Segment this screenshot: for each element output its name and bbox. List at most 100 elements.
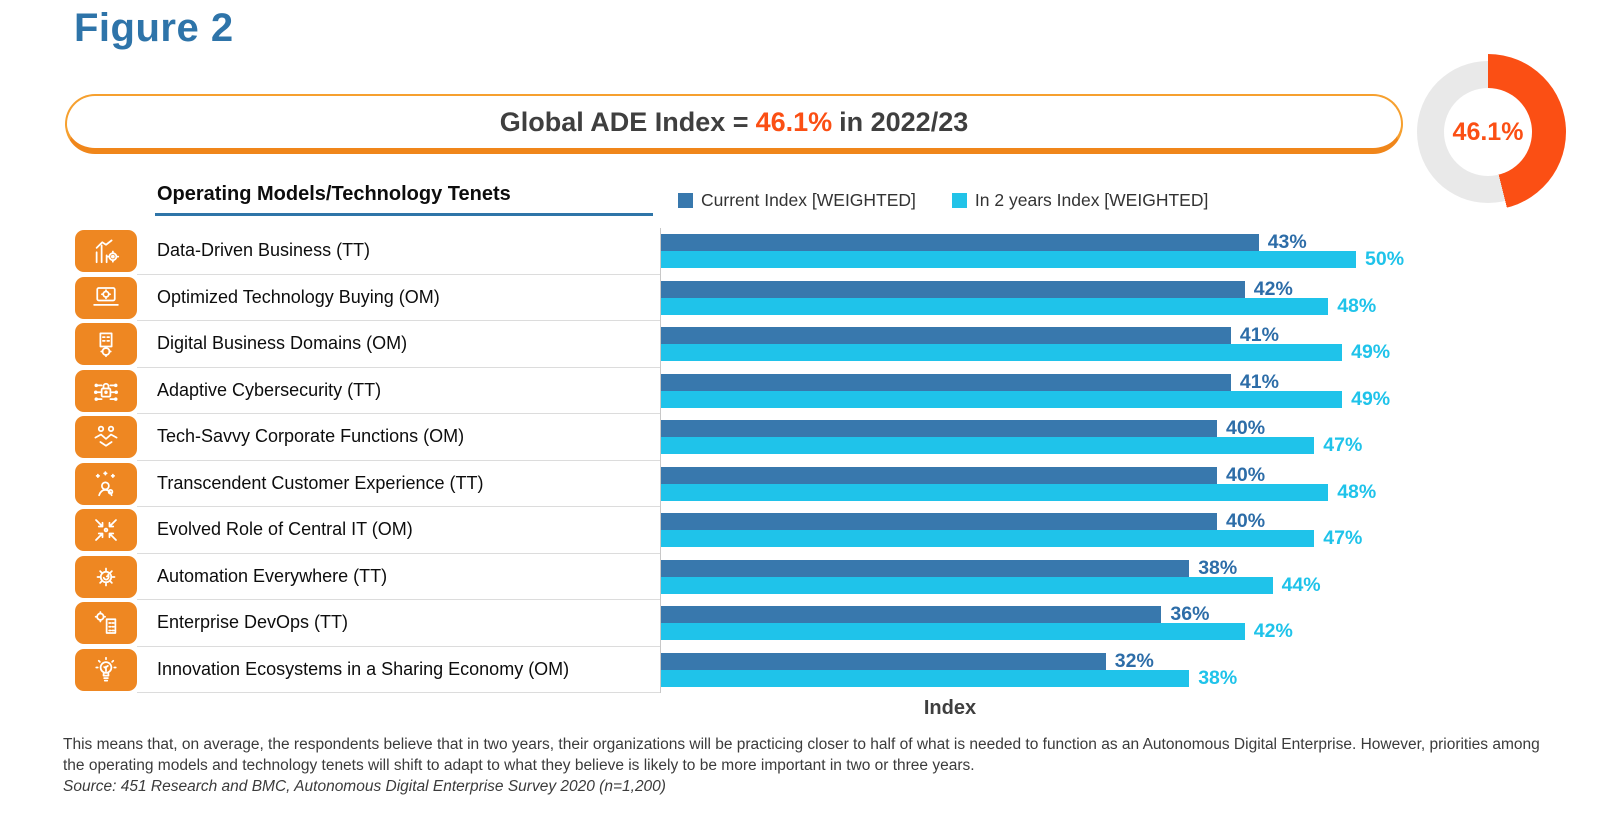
current-index-value: 40% [1226,417,1266,439]
category-row: Automation Everywhere (TT) 38% 44% [75,553,1535,600]
current-index-bar [661,234,1259,252]
category-label: Adaptive Cybersecurity (TT) [137,368,660,414]
future-index-bar [661,251,1356,269]
category-row: Digital Business Domains (OM) 41% 49% [75,321,1535,368]
current-index-bar [661,652,1106,670]
banner-text-suffix: in 2022/23 [839,106,969,137]
future-index-value: 42% [1253,620,1293,642]
future-index-value: 50% [1365,248,1405,270]
devops-gear-building-icon [75,602,137,645]
current-index-bar [661,559,1190,577]
category-row: Data-Driven Business (TT) 43% 50% [75,228,1535,275]
future-index-bar [661,483,1329,501]
future-index-value: 48% [1337,294,1377,317]
current-index-value: 38% [1198,556,1238,579]
future-index-bar [661,297,1329,315]
bar-group: 41% 49% [660,367,1535,414]
bar-group: 40% 47% [660,507,1535,554]
footer: This means that, on average, the respond… [63,735,1563,796]
category-label: Optimized Technology Buying (OM) [137,275,660,321]
legend-swatch-current [678,193,693,208]
footer-source: Source: 451 Research and BMC, Autonomous… [63,778,666,796]
current-index-value: 36% [1170,603,1210,625]
category-label: Automation Everywhere (TT) [137,554,660,600]
legend-label-future: In 2 years Index [WEIGHTED] [974,190,1209,210]
future-index-value: 44% [1281,573,1321,596]
current-index-value: 32% [1114,649,1154,672]
legend-swatch-future [951,193,967,208]
category-row: Enterprise DevOps (TT) 36% 42% [75,600,1535,647]
innovation-lightbulb-icon [75,648,137,691]
category-label: Enterprise DevOps (TT) [137,600,660,647]
future-index-value: 47% [1323,527,1363,549]
legend-item-future: In 2 years Index [WEIGHTED] [951,190,1209,211]
bar-group: 32% 38% [660,646,1535,693]
bar-group: 41% 49% [660,321,1535,368]
future-index-bar [661,530,1315,548]
bar-group: 38% 44% [660,553,1535,600]
future-index-bar [661,437,1315,455]
customer-stars-icon [75,462,137,505]
category-label: Digital Business Domains (OM) [137,321,660,368]
legend-label-current: Current Index [WEIGHTED] [701,190,916,210]
category-label: Transcendent Customer Experience (TT) [137,461,660,507]
bar-group: 40% 48% [660,460,1535,507]
future-index-bar [661,669,1190,687]
current-index-bar [661,606,1162,624]
current-index-value: 40% [1226,463,1266,486]
bar-chart-gear-icon [75,230,137,273]
current-index-bar [661,513,1217,531]
future-index-value: 38% [1198,666,1238,689]
bar-group: 40% 47% [660,414,1535,461]
category-row: Optimized Technology Buying (OM) 42% 48% [75,274,1535,321]
future-index-bar [661,390,1343,408]
converging-arrows-icon [75,509,137,552]
future-index-bar [661,623,1245,641]
x-axis-label: Index [923,697,977,719]
list-header-underline [155,213,653,216]
future-index-bar [661,576,1273,594]
category-row: Adaptive Cybersecurity (TT) 41% 49% [75,367,1535,414]
future-index-value: 48% [1337,480,1377,503]
global-ade-index-banner: Global ADE Index = 46.1% in 2022/23 [65,94,1403,154]
current-index-value: 42% [1253,277,1293,300]
figure-title: Figure 2 [74,6,234,50]
future-index-bar [661,344,1343,362]
banner-text-prefix: Global ADE Index = [499,106,749,137]
chart-legend: Current Index [WEIGHTED] In 2 years Inde… [678,190,1208,211]
current-index-bar [661,280,1245,298]
category-label: Data-Driven Business (TT) [137,228,660,275]
category-row: Transcendent Customer Experience (TT) 40%… [75,460,1535,507]
future-index-value: 49% [1351,387,1391,410]
current-index-value: 40% [1226,510,1266,532]
automation-gear-icon [75,555,137,598]
cybersecurity-lock-icon [75,369,137,412]
category-label: Evolved Role of Central IT (OM) [137,507,660,554]
footer-paragraph: This means that, on average, the respond… [63,736,1540,774]
category-row: Innovation Ecosystems in a Sharing Econo… [75,646,1535,693]
current-index-value: 41% [1239,324,1279,346]
current-index-bar [661,373,1231,391]
donut-chart: 46.1% [1410,54,1566,210]
list-header: Operating Models/Technology Tenets [157,183,511,205]
category-label: Innovation Ecosystems in a Sharing Econo… [137,647,660,693]
bar-group: 36% 42% [660,600,1535,647]
category-label: Tech-Savvy Corporate Functions (OM) [137,414,660,461]
category-row: Tech-Savvy Corporate Functions (OM) 40% 47… [75,414,1535,461]
future-index-value: 49% [1351,341,1391,363]
current-index-value: 43% [1267,231,1307,253]
future-index-value: 47% [1323,434,1363,456]
laptop-gear-icon [75,276,137,319]
legend-item-current: Current Index [WEIGHTED] [678,190,916,211]
rows: Data-Driven Business (TT) 43% 50% Optimized… [75,228,1535,693]
bar-group: 43% 50% [660,228,1535,275]
current-index-value: 41% [1239,370,1279,393]
current-index-bar [661,466,1217,484]
donut-value-label: 46.1% [1452,117,1524,146]
bar-group: 42% 48% [660,274,1535,321]
banner-value: 46.1% [755,106,833,137]
current-index-bar [661,327,1231,345]
buildings-gear-icon [75,323,137,366]
category-row: Evolved Role of Central IT (OM) 40% 47% [75,507,1535,554]
